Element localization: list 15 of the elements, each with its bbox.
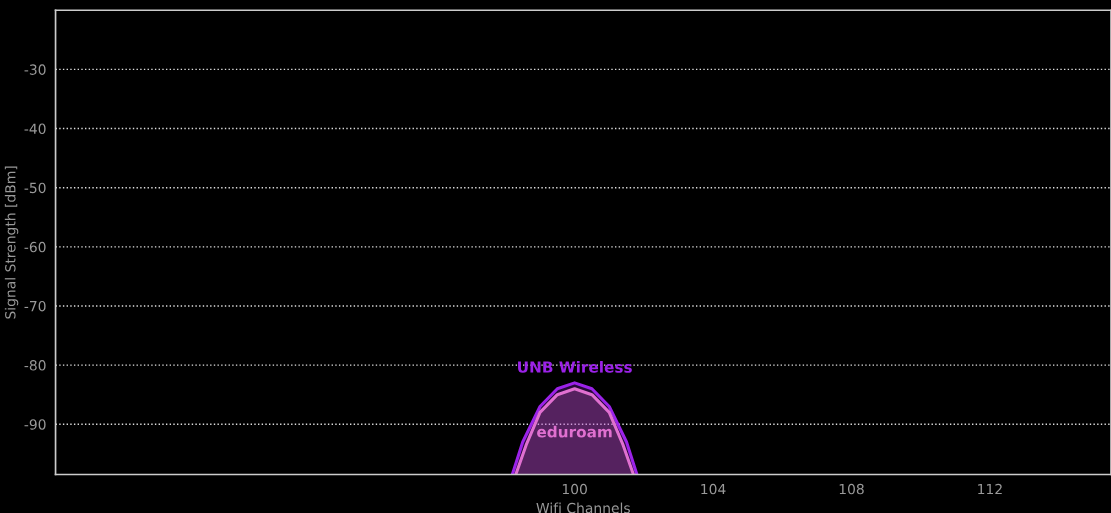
- y-tick-label: -60: [24, 241, 46, 253]
- y-tick-label: -30: [24, 64, 46, 75]
- x-tick-label: 104: [701, 483, 726, 495]
- y-axis-title: Signal Strength [dBm]: [4, 166, 19, 319]
- x-tick-label: 108: [839, 483, 864, 495]
- x-tick-label: 112: [978, 483, 1002, 495]
- x-axis-title: Wifi Channels: [536, 502, 630, 513]
- y-tick-label: -70: [24, 300, 46, 312]
- x-tick-label: 100: [562, 483, 587, 495]
- series-label: eduroam: [537, 425, 612, 438]
- series-label: UNB Wireless: [518, 360, 632, 373]
- y-tick-label: -80: [24, 360, 46, 371]
- y-tick-label: -90: [24, 419, 46, 430]
- y-tick-label: -40: [24, 123, 46, 135]
- y-tick-label: -50: [24, 182, 46, 194]
